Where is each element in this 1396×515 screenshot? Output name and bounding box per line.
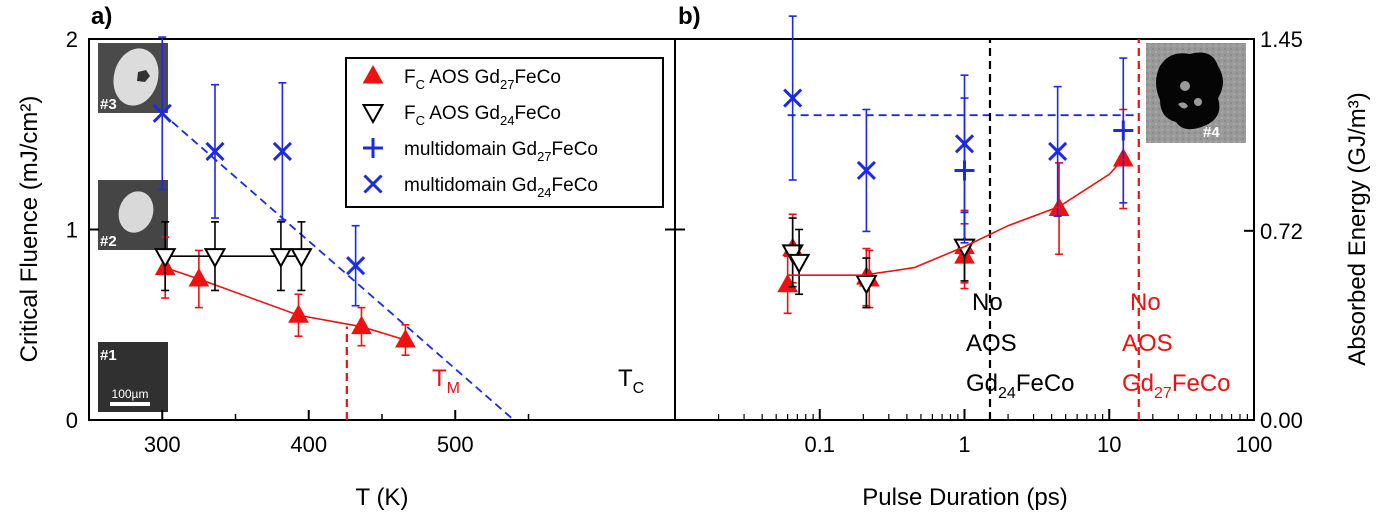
svg-text:Gd27FeCo: Gd27FeCo [1122, 370, 1231, 402]
panel-a-xlabel: T (K) [356, 484, 409, 511]
y-tick-label: 0 [66, 408, 78, 433]
data-point-triangle-down [269, 248, 293, 269]
scale-bar [110, 402, 150, 406]
data-point-cross [272, 141, 292, 161]
y2-tick-label: 0.00 [1260, 408, 1303, 433]
data-point-plus [363, 138, 383, 158]
tm-annotation: TM [432, 365, 460, 397]
data-marks [152, 15, 1134, 357]
data-point-cross [783, 88, 803, 108]
x-tick-label: 100 [1236, 432, 1273, 457]
inset-2-image: #2 [98, 180, 168, 250]
y-tick-label: 2 [66, 27, 78, 52]
series-line [787, 158, 1124, 277]
legend-label: FC AOS Gd24FeCo [404, 103, 561, 128]
svg-text:AOS: AOS [966, 330, 1017, 357]
data-point-cross [346, 256, 366, 276]
panel-a-label: a) [91, 3, 112, 30]
inset-3-image: #3 [98, 43, 168, 113]
data-point-triangle-down [361, 104, 385, 125]
svg-text:No: No [1130, 289, 1161, 316]
x-tick-label: 500 [437, 432, 474, 457]
data-point-cross [363, 174, 383, 194]
data-point-cross [954, 134, 975, 154]
inset-1-image: 100µm #1 [98, 342, 168, 412]
legend-label: FC AOS Gd27FeCo [404, 67, 561, 92]
y2-tick-label: 0.72 [1260, 219, 1303, 244]
y2-tick-label: 1.45 [1260, 27, 1303, 52]
legend-label: multidomain Gd24FeCo [404, 175, 598, 200]
data-point-cross [152, 103, 172, 123]
panel-a-ylabel: Critical Fluence (mJ/cm²) [16, 96, 43, 363]
x-tick-label: 300 [144, 432, 181, 457]
data-point-triangle-down [290, 248, 313, 269]
no-aos-gd27-annotation: No AOS Gd27FeCo [1122, 289, 1231, 402]
no-aos-gd24-annotation: No AOS Gd24FeCo [966, 289, 1075, 402]
x-tick-label: 400 [290, 432, 327, 457]
inset-4-label: #4 [1203, 124, 1220, 141]
x-tick-label: 1 [958, 432, 970, 457]
data-point-plus [1113, 120, 1134, 141]
legend-label: multidomain Gd27FeCo [404, 139, 598, 164]
data-point-triangle-up [351, 315, 372, 335]
data-point-cross [856, 160, 876, 181]
panel-b-label: b) [678, 3, 701, 30]
svg-text:AOS: AOS [1122, 330, 1173, 357]
data-point-cross [205, 141, 225, 161]
inset-4-image: #4 [1146, 43, 1246, 143]
svg-text:Gd24FeCo: Gd24FeCo [966, 370, 1075, 402]
data-point-triangle-down [855, 274, 878, 295]
data-point-triangle-down [787, 253, 811, 274]
inset-1-label: #1 [100, 347, 117, 364]
legend-box [345, 57, 664, 208]
guide-lines [161, 39, 1140, 421]
data-point-triangle-up [362, 64, 384, 84]
tc-annotation: TC [618, 365, 644, 397]
data-point-triangle-down [203, 248, 227, 269]
x-tick-label: 0.1 [804, 432, 835, 457]
svg-text:No: No [972, 289, 1003, 316]
legend: FC AOS Gd27FeCo FC AOS Gd24FeCo multidomai… [345, 57, 664, 208]
data-point-triangle-up [395, 328, 416, 348]
inset-3-label: #3 [100, 96, 117, 113]
data-point-cross [1048, 141, 1068, 161]
scale-bar-label: 100µm [112, 387, 149, 401]
panel-b-xlabel: Pulse Duration (ps) [862, 484, 1067, 511]
y-tick-label: 1 [66, 218, 78, 243]
data-point-triangle-down [781, 244, 804, 265]
data-point-triangle-up [288, 304, 309, 323]
x-tick-label: 10 [1097, 432, 1121, 457]
data-point-triangle-down [153, 248, 177, 269]
data-point-triangle-up [188, 268, 210, 287]
inset-2-label: #2 [100, 233, 117, 250]
panel-b-ylabel-right: Absorbed Energy (GJ/m³) [1344, 92, 1371, 365]
